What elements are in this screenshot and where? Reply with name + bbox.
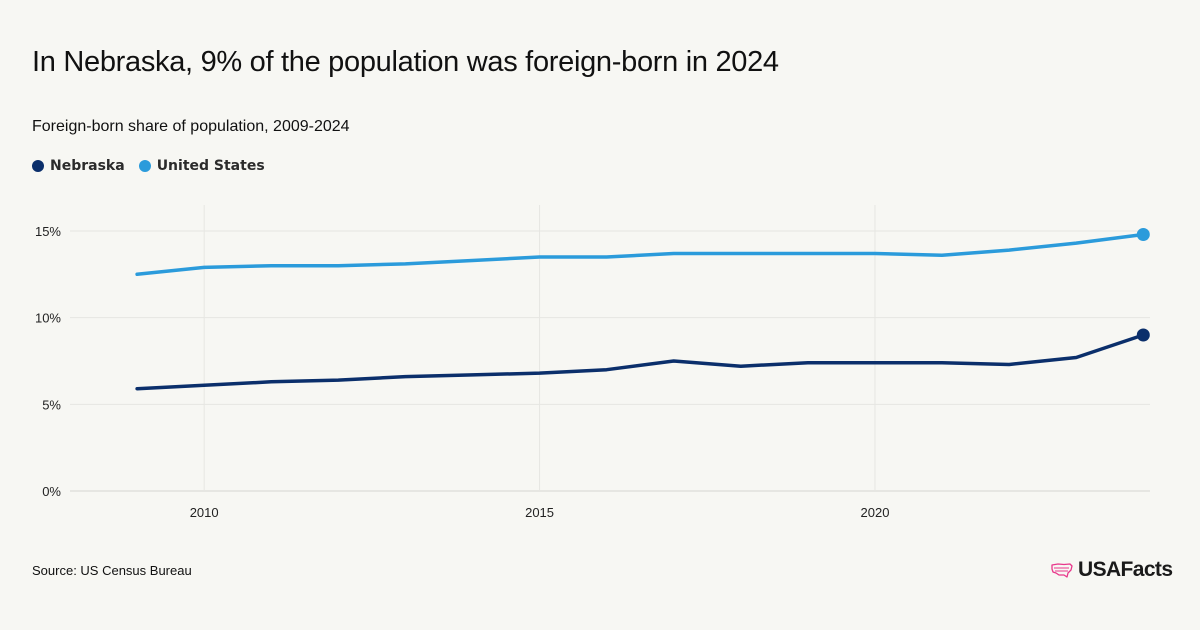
usafacts-logo: USAFacts: [1050, 558, 1173, 582]
legend-label-nebraska: Nebraska: [50, 158, 125, 174]
us-map-icon: [1051, 563, 1073, 578]
x-tick-label: 2015: [525, 505, 554, 520]
series-line-nebraska: [135, 333, 1146, 391]
y-tick-label: 5%: [42, 397, 61, 412]
end-point-nebraska: [1136, 328, 1150, 342]
x-tick-label: 2020: [861, 505, 890, 520]
legend: Nebraska United States: [32, 158, 265, 174]
logo-text: USAFacts: [1078, 558, 1173, 581]
chart-title: In Nebraska, 9% of the population was fo…: [32, 46, 779, 78]
legend-item-nebraska: Nebraska: [32, 158, 125, 174]
legend-dot-united-states: [138, 160, 151, 172]
legend-label-united-states: United States: [156, 158, 265, 174]
chart-subtitle: Foreign-born share of population, 2009-2…: [32, 118, 350, 135]
legend-dot-nebraska: [32, 160, 44, 172]
x-tick-label: 2010: [190, 505, 219, 520]
source-note: Source: US Census Bureau: [32, 563, 192, 578]
legend-item-united-states: United States: [138, 158, 265, 174]
y-tick-label: 15%: [35, 224, 61, 239]
end-point-united-states: [1136, 227, 1150, 241]
y-tick-label: 10%: [35, 311, 61, 326]
series-line-united-states: [135, 232, 1146, 277]
y-tick-label: 0%: [42, 484, 61, 499]
